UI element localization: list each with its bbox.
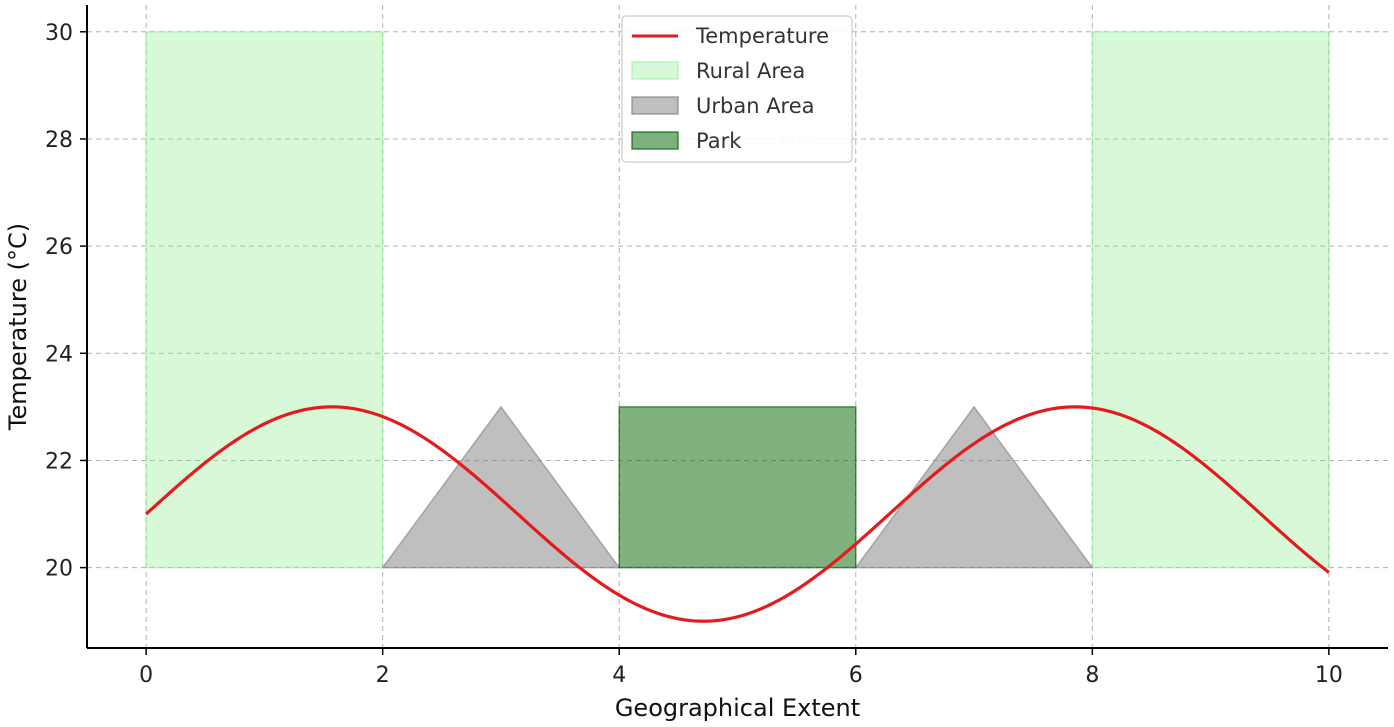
temperature-line (145, 405, 1330, 623)
rural-area-region (145, 31, 384, 569)
x-tick-label: 8 (1085, 663, 1099, 688)
y-tick-label: 20 (45, 557, 73, 582)
x-tick-label: 6 (849, 663, 863, 688)
x-tick-label: 10 (1315, 663, 1343, 688)
series-lines (145, 405, 1330, 623)
x-tick-label: 2 (376, 663, 390, 688)
legend: Temperature Rural Area Urban Area Park (621, 15, 853, 163)
legend-label-temperature: Temperature (695, 24, 829, 48)
y-tick-label: 30 (45, 21, 73, 46)
y-tick-label: 24 (45, 342, 73, 367)
y-tick-label: 22 (45, 449, 73, 474)
y-tick-label: 28 (45, 128, 73, 153)
urban-area-region (381, 405, 621, 569)
rural-area-region (1091, 31, 1330, 569)
legend-label-urban-area: Urban Area (696, 94, 815, 118)
legend-box (621, 15, 853, 163)
legend-swatch-rural-area (631, 61, 679, 80)
regions (145, 31, 1330, 569)
y-tick-label: 26 (45, 235, 73, 260)
park-region (618, 406, 857, 569)
y-axis-label: Temperature (°C) (4, 223, 32, 431)
legend-label-park: Park (696, 129, 742, 153)
legend-swatch-urban-area (631, 96, 679, 115)
urban-area-region (854, 405, 1094, 569)
x-axis-label: Geographical Extent (615, 694, 860, 722)
legend-label-rural-area: Rural Area (696, 59, 805, 83)
x-tick-label: 0 (139, 663, 153, 688)
legend-swatch-park (631, 131, 679, 150)
x-tick-label: 4 (612, 663, 626, 688)
